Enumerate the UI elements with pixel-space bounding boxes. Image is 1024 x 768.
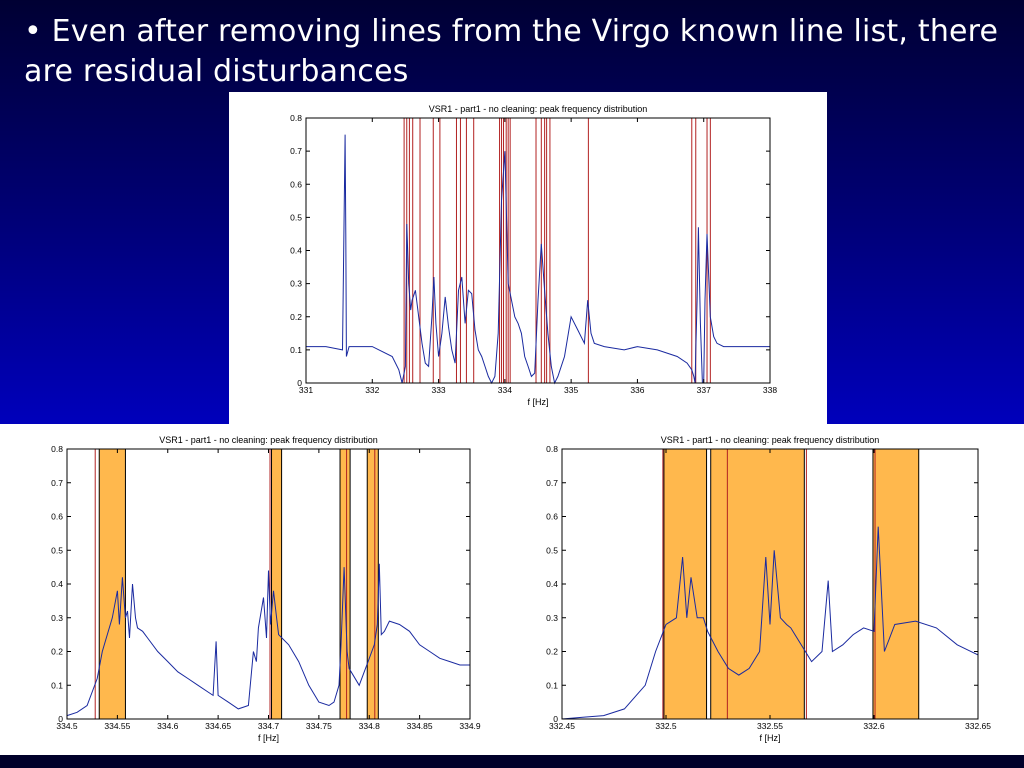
data-series-line bbox=[561, 526, 979, 720]
x-tick-label: 334.65 bbox=[205, 721, 231, 731]
x-tick-label: 332.6 bbox=[863, 721, 885, 731]
y-tick-label: 0.2 bbox=[290, 312, 302, 322]
y-tick-label: 0.6 bbox=[290, 179, 302, 189]
x-axis-label: f [Hz] bbox=[258, 733, 279, 743]
y-tick-label: 0.4 bbox=[51, 579, 63, 589]
y-tick-label: 0.4 bbox=[290, 246, 302, 256]
highlight-region bbox=[710, 448, 805, 720]
highlight-region bbox=[271, 448, 283, 720]
x-tick-label: 334.9 bbox=[459, 721, 481, 731]
highlight-region bbox=[663, 448, 708, 720]
chart-bottom-left: VSR1 - part1 - no cleaning: peak frequen… bbox=[51, 435, 481, 743]
data-series-line bbox=[66, 563, 470, 717]
y-tick-label: 0.2 bbox=[51, 647, 63, 657]
x-tick-label: 332.5 bbox=[655, 721, 677, 731]
x-axis-label: f [Hz] bbox=[527, 397, 548, 407]
x-tick-label: 334.6 bbox=[157, 721, 179, 731]
x-tick-label: 338 bbox=[763, 385, 777, 395]
y-tick-label: 0.5 bbox=[51, 545, 63, 555]
highlight-region bbox=[366, 448, 379, 720]
y-tick-label: 0.7 bbox=[546, 478, 558, 488]
x-tick-label: 332.45 bbox=[549, 721, 575, 731]
chart-panel-bottom-right: VSR1 - part1 - no cleaning: peak frequen… bbox=[495, 424, 1024, 755]
y-tick-label: 0.8 bbox=[51, 444, 63, 454]
y-tick-label: 0.2 bbox=[546, 647, 558, 657]
y-tick-label: 0.3 bbox=[546, 613, 558, 623]
y-tick-label: 0.7 bbox=[290, 146, 302, 156]
y-tick-label: 0.3 bbox=[290, 279, 302, 289]
chart-title: VSR1 - part1 - no cleaning: peak frequen… bbox=[159, 435, 378, 445]
x-tick-label: 334.75 bbox=[306, 721, 332, 731]
y-tick-label: 0.8 bbox=[546, 444, 558, 454]
chart-title: VSR1 - part1 - no cleaning: peak frequen… bbox=[429, 104, 648, 114]
y-tick-label: 0.6 bbox=[51, 512, 63, 522]
y-tick-label: 0 bbox=[297, 378, 302, 388]
x-tick-label: 334.5 bbox=[56, 721, 78, 731]
x-tick-label: 332.55 bbox=[757, 721, 783, 731]
chart-panel-top: VSR1 - part1 - no cleaning: peak frequen… bbox=[229, 92, 827, 425]
x-tick-label: 336 bbox=[630, 385, 644, 395]
y-tick-label: 0 bbox=[553, 714, 558, 724]
highlight-region bbox=[872, 448, 920, 720]
y-tick-label: 0.8 bbox=[290, 113, 302, 123]
plot-frame bbox=[305, 117, 771, 384]
x-tick-label: 332 bbox=[365, 385, 379, 395]
y-tick-label: 0.5 bbox=[290, 212, 302, 222]
x-tick-label: 334.7 bbox=[258, 721, 280, 731]
y-tick-label: 0.4 bbox=[546, 579, 558, 589]
x-tick-label: 334 bbox=[498, 385, 512, 395]
y-tick-label: 0.6 bbox=[546, 512, 558, 522]
y-tick-label: 0.5 bbox=[546, 545, 558, 555]
x-axis-label: f [Hz] bbox=[759, 733, 780, 743]
y-tick-label: 0.3 bbox=[51, 613, 63, 623]
x-tick-label: 331 bbox=[299, 385, 313, 395]
slide-bullet-text: • Even after removing lines from the Vir… bbox=[24, 14, 999, 89]
y-tick-label: 0.7 bbox=[51, 478, 63, 488]
x-tick-label: 333 bbox=[431, 385, 445, 395]
data-series-line bbox=[306, 134, 770, 385]
chart-panel-bottom-left: VSR1 - part1 - no cleaning: peak frequen… bbox=[0, 424, 495, 755]
y-tick-label: 0.1 bbox=[51, 680, 63, 690]
chart-bottom-right: VSR1 - part1 - no cleaning: peak frequen… bbox=[546, 435, 991, 743]
x-tick-label: 332.65 bbox=[965, 721, 991, 731]
y-tick-label: 0 bbox=[58, 714, 63, 724]
y-tick-label: 0.1 bbox=[546, 680, 558, 690]
highlight-region bbox=[98, 448, 126, 720]
bottom-band bbox=[0, 755, 1024, 768]
x-tick-label: 337 bbox=[697, 385, 711, 395]
x-tick-label: 334.8 bbox=[359, 721, 381, 731]
x-tick-label: 334.85 bbox=[407, 721, 433, 731]
y-tick-label: 0.1 bbox=[290, 345, 302, 355]
chart-top: VSR1 - part1 - no cleaning: peak frequen… bbox=[290, 104, 777, 407]
chart-title: VSR1 - part1 - no cleaning: peak frequen… bbox=[661, 435, 880, 445]
x-tick-label: 334.55 bbox=[104, 721, 130, 731]
x-tick-label: 335 bbox=[564, 385, 578, 395]
